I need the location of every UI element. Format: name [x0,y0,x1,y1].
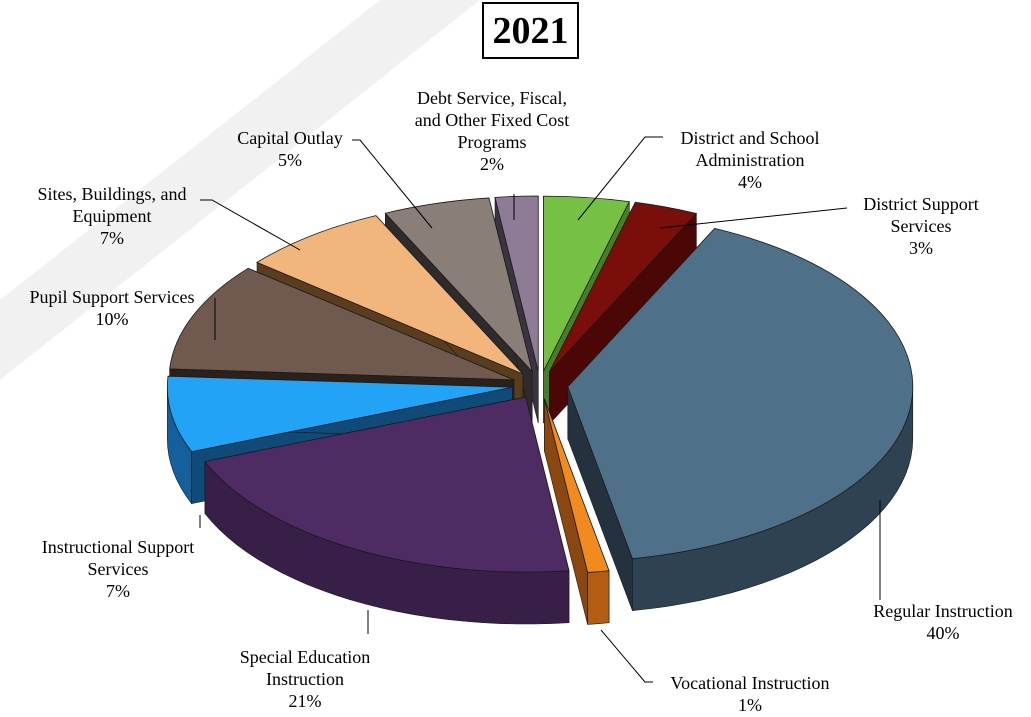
slice-top-debt-service-fiscal-and-other-fixed-cost-programs [494,195,539,372]
leader-line-capital-outlay [352,139,433,229]
slice-label-line: Vocational Instruction [670,673,829,693]
slice-label-line: Equipment [73,206,152,226]
leader-line-vocational-instruction [600,629,653,683]
chart-title: 2021 [493,10,569,52]
slice-label-line: District and School [681,128,820,148]
leader-line-sites-buildings-and-equipment [200,199,301,251]
slice-percent: 2% [480,154,504,174]
slice-label-line: Administration [696,150,805,170]
slice-top-regular-instruction [567,227,914,560]
slice-regular-instruction [567,227,914,611]
slice-label-line: District Support [863,194,979,214]
slice-label-line: Special Education [240,647,370,667]
slice-label-line: Programs [458,132,527,152]
slice-special-education-instruction [204,396,570,625]
leader-lines [199,136,881,683]
slice-rim-vocational-instruction [587,570,610,625]
slice-label-line: Pupil Support Services [30,287,195,307]
slice-top-vocational-instruction [543,398,610,573]
slice-label-line: and Other Fixed Cost [415,110,570,130]
slice-label-special-education-instruction: Special Education Instruction 21% [240,647,370,711]
slice-label-line: Sites, Buildings, and [37,184,186,204]
slice-percent: 7% [100,228,124,248]
slice-label-line: Instructional Support [42,537,194,557]
pie-slices [167,195,914,625]
slice-percent: 10% [96,309,129,329]
slice-percent: 3% [909,238,933,258]
slice-top-special-education-instruction [204,396,570,573]
watermark [0,0,480,380]
chart-title-box [482,2,579,59]
watermark-band [0,0,480,380]
slice-label-district-support-services: District Support Services 3% [863,194,979,258]
slice-percent: 7% [106,581,130,601]
slice-top-pupil-support-services [169,267,515,381]
slice-vocational-instruction [543,398,610,625]
leader-line-district-and-school-administration [577,136,663,221]
slice-percent: 4% [738,172,762,192]
slice-label-district-and-school-administration: District and School Administration 4% [681,128,820,192]
slice-label-line: Capital Outlay [237,128,342,148]
slice-label-line: Services [88,559,149,579]
slice-percent: 21% [289,691,322,711]
slice-top-sites-buildings-and-equipment [256,215,524,375]
slice-top-instructional-support-services [167,375,513,453]
slice-label-line: Instruction [266,669,344,689]
slice-label-instructional-support-services: Instructional Support Services 7% [42,537,194,601]
slice-percent: 40% [927,623,960,643]
slice-label-vocational-instruction: Vocational Instruction 1% [670,673,829,715]
slice-label-debt-service-fiscal-and-other-fixed-cost-programs: Debt Service, Fiscal, and Other Fixed Cos… [415,88,570,174]
slice-label-line: Debt Service, Fiscal, [417,88,567,108]
slice-label-regular-instruction: Regular Instruction 40% [873,601,1012,643]
slice-labels: District and School Administration 4%Distr… [30,88,1013,715]
slice-top-district-support-services [549,201,698,373]
slice-label-sites-buildings-and-equipment: Sites, Buildings, and Equipment 7% [37,184,186,248]
slice-top-capital-outlay [384,197,533,372]
slice-percent: 5% [278,150,302,170]
slice-percent: 1% [738,695,762,715]
chart-title-group: 2021 [482,2,579,59]
leader-line-district-support-services [659,207,848,229]
slice-label-line: Services [891,216,952,236]
slice-top-district-and-school-administration [543,195,630,372]
slice-label-capital-outlay: Capital Outlay 5% [237,128,342,170]
slice-label-pupil-support-services: Pupil Support Services 10% [30,287,195,329]
slice-label-line: Regular Instruction [873,601,1012,621]
